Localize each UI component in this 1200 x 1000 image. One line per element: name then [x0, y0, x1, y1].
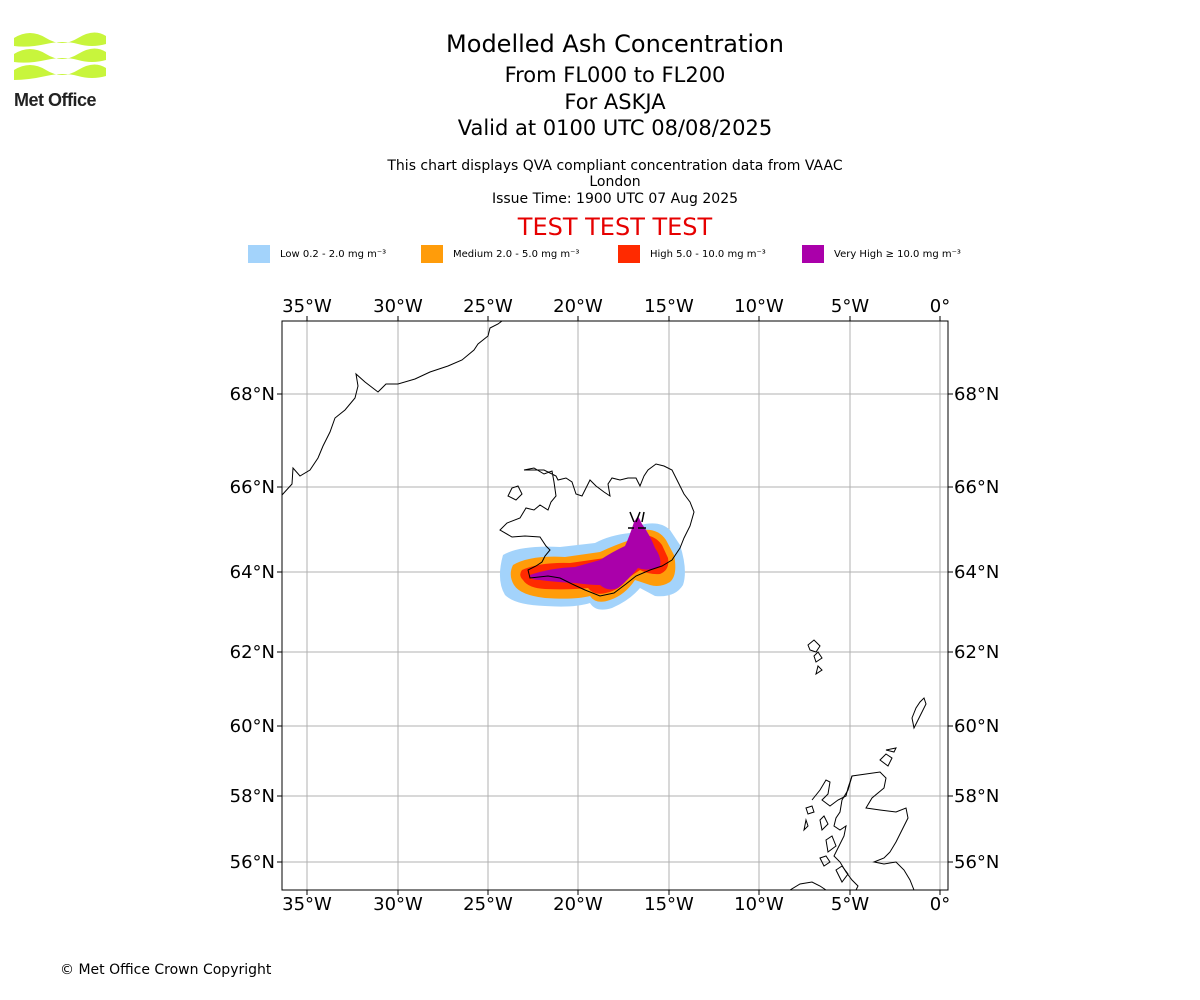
axis-ticks: [277, 316, 953, 895]
lon-label-bottom: 35°W: [282, 894, 332, 915]
legend-item-low: Low 0.2 - 2.0 mg m⁻³: [248, 244, 386, 264]
valid-time: Valid at 0100 UTC 08/08/2025: [457, 116, 773, 140]
volcano-marker-icon: [628, 511, 646, 529]
logo-text: Met Office: [14, 90, 97, 110]
orkney-coastline: [879, 753, 893, 767]
lon-label-top: 5°W: [831, 296, 869, 317]
met-office-waves-icon: [14, 32, 106, 80]
issue-time: Issue Time: 1900 UTC 07 Aug 2025: [491, 191, 739, 207]
lon-label-bottom: 15°W: [644, 894, 694, 915]
lat-label-right: 68°N: [954, 384, 999, 405]
flight-level-range: From FL000 to FL200: [504, 63, 726, 87]
lat-label-right: 66°N: [954, 477, 999, 498]
chart-title: Modelled Ash Concentration: [446, 30, 784, 58]
lat-label-right: 60°N: [954, 716, 999, 737]
lon-label-bottom: 5°W: [831, 894, 869, 915]
lon-label-top: 35°W: [282, 296, 332, 317]
lat-label-left: 62°N: [230, 642, 275, 663]
legend-label-low: Low 0.2 - 2.0 mg m⁻³: [280, 248, 387, 260]
legend-swatch-medium: [421, 245, 443, 263]
lat-label-left: 68°N: [230, 384, 275, 405]
legend-label-high: High 5.0 - 10.0 mg m⁻³: [650, 248, 766, 260]
lon-label-bottom: 20°W: [553, 894, 603, 915]
met-office-logo: Met Office: [14, 30, 110, 112]
ash-plume: [499, 516, 685, 610]
greenland-coastline: [282, 321, 503, 496]
lon-label-top: 25°W: [463, 296, 513, 317]
lat-label-right: 58°N: [954, 786, 999, 807]
map-grid: [282, 321, 948, 890]
faroe-islands-coastline: [807, 639, 821, 653]
legend-item-very-high: Very High ≥ 10.0 mg m⁻³: [802, 244, 961, 264]
lon-label-bottom: 25°W: [463, 894, 513, 915]
volcano-name: For ASKJA: [564, 90, 666, 114]
ash-very-high-area: [530, 516, 661, 590]
coastlines: [282, 321, 927, 890]
lat-label-left: 64°N: [230, 562, 275, 583]
shetland-coastline: [911, 697, 927, 730]
lon-label-top: 15°W: [644, 296, 694, 317]
lon-label-bottom: 0°: [930, 894, 950, 915]
legend-swatch-high: [618, 245, 640, 263]
lat-label-left: 58°N: [230, 786, 275, 807]
lat-label-right: 56°N: [954, 852, 999, 873]
map-frame: [281, 320, 949, 891]
chart-subtitle: This chart displays QVA compliant concen…: [387, 158, 843, 190]
lon-label-top: 30°W: [373, 296, 423, 317]
legend-item-high: High 5.0 - 10.0 mg m⁻³: [618, 244, 766, 264]
iceland-coastline: [499, 463, 695, 597]
legend-item-medium: Medium 2.0 - 5.0 mg m⁻³: [421, 244, 579, 264]
legend-swatch-low: [248, 245, 270, 263]
legend-label-very-high: Very High ≥ 10.0 mg m⁻³: [834, 248, 961, 260]
lat-label-right: 64°N: [954, 562, 999, 583]
lon-label-top: 20°W: [553, 296, 603, 317]
lon-label-bottom: 10°W: [734, 894, 784, 915]
scotland-coastline: [811, 771, 915, 890]
lat-label-left: 66°N: [230, 477, 275, 498]
legend-label-medium: Medium 2.0 - 5.0 mg m⁻³: [453, 248, 580, 260]
legend-swatch-very-high: [802, 245, 824, 263]
lat-label-right: 62°N: [954, 642, 999, 663]
lon-label-top: 10°W: [734, 296, 784, 317]
lon-label-top: 0°: [930, 296, 950, 317]
lon-label-bottom: 30°W: [373, 894, 423, 915]
lat-label-left: 60°N: [230, 716, 275, 737]
lat-label-left: 56°N: [230, 852, 275, 873]
test-banner: TEST TEST TEST: [517, 213, 713, 241]
copyright: © Met Office Crown Copyright: [60, 962, 272, 978]
